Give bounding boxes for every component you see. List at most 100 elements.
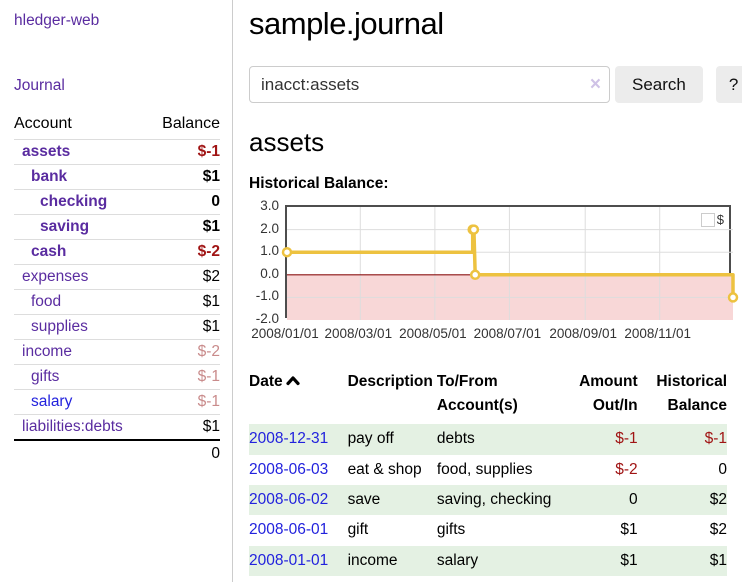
transaction-amount: $-2	[615, 460, 638, 478]
register-table: Date Description To/From Account(s) Amou…	[249, 366, 727, 577]
x-tick-label: 2008/03/01	[324, 326, 393, 341]
transaction-accounts: debts	[436, 430, 475, 448]
account-link-checking[interactable]: checking	[40, 193, 108, 210]
transaction-date-link[interactable]: 2008-01-01	[249, 551, 329, 569]
account-link-saving[interactable]: saving	[40, 218, 90, 235]
account-link-cash[interactable]: cash	[31, 243, 67, 260]
y-tick-label: 1.0	[260, 243, 279, 259]
account-balance: $1	[148, 414, 220, 440]
account-balance: $-1	[148, 389, 220, 415]
clear-search-icon[interactable]: ×	[589, 74, 601, 95]
transaction-row[interactable]: 2008-01-01 income salary $1 $1	[249, 545, 727, 577]
y-tick-label: -1.0	[255, 288, 279, 304]
transaction-date-link[interactable]: 2008-12-31	[249, 430, 329, 448]
column-header-amount: Amount Out/In	[579, 373, 638, 415]
account-balance: $-1	[148, 364, 220, 390]
transaction-balance: $-1	[704, 430, 727, 448]
account-row: assets $-1	[14, 139, 220, 165]
accounts-total-row: 0	[14, 439, 220, 466]
sort-ascending-icon	[286, 370, 300, 394]
account-row: cash $-2	[14, 239, 220, 265]
account-balance: $1	[148, 314, 220, 340]
data-point-markers	[281, 224, 739, 303]
accounts-table: Account Balance assets $-1 bank $1 check…	[14, 112, 220, 466]
account-balance: $-2	[148, 339, 220, 365]
x-tick-label: 2008/05/01	[399, 326, 467, 341]
chart-legend: $	[699, 211, 725, 228]
account-row: food $1	[14, 289, 220, 315]
y-tick-label: 0.0	[260, 265, 279, 281]
transaction-date-link[interactable]: 2008-06-02	[249, 490, 329, 508]
search-input[interactable]	[249, 66, 610, 103]
account-link-salary[interactable]: salary	[31, 393, 73, 410]
transaction-row[interactable]: 2008-06-01 gift gifts $1 $2	[249, 515, 727, 545]
account-row: liabilities:debts $1	[14, 414, 220, 440]
accounts-header-balance: Balance	[162, 115, 220, 132]
chart-title: Historical Balance:	[249, 175, 389, 192]
transaction-description: eat & shop	[347, 460, 422, 478]
transaction-balance: $2	[709, 490, 727, 508]
transaction-accounts: saving, checking	[436, 490, 552, 508]
column-header-tofrom: To/From Account(s)	[436, 373, 518, 415]
account-link-liabilities-debts[interactable]: liabilities:debts	[22, 418, 123, 435]
app-title-link[interactable]: hledger-web	[14, 12, 100, 29]
accounts-header-account: Account	[14, 115, 72, 132]
transaction-row[interactable]: 2008-06-02 save saving, checking 0 $2	[249, 484, 727, 516]
account-link-expenses[interactable]: expenses	[22, 268, 89, 285]
account-link-bank[interactable]: bank	[31, 168, 68, 185]
y-tick-label: 2.0	[260, 220, 279, 236]
date-header-label: Date	[249, 373, 283, 390]
search-button[interactable]: Search	[615, 66, 703, 103]
transaction-description: pay off	[347, 430, 394, 448]
transaction-description: gift	[347, 521, 369, 539]
transaction-date-link[interactable]: 2008-06-03	[249, 460, 329, 478]
transaction-description: income	[347, 551, 398, 569]
main-content: sample.journal × Search ? assets Histori…	[233, 0, 742, 582]
account-row: salary $-1	[14, 389, 220, 415]
transaction-balance: 0	[718, 460, 727, 478]
account-link-gifts[interactable]: gifts	[31, 368, 60, 385]
account-row: checking 0	[14, 189, 220, 215]
account-link-income[interactable]: income	[22, 343, 72, 360]
account-link-supplies[interactable]: supplies	[31, 318, 88, 335]
account-balance: $-1	[148, 139, 220, 165]
transaction-balance: $2	[709, 521, 727, 539]
chart-canvas	[281, 207, 739, 320]
transaction-accounts: gifts	[436, 521, 466, 539]
account-balance: 0	[148, 189, 220, 215]
column-header-date[interactable]: Date	[249, 366, 348, 424]
transaction-date-link[interactable]: 2008-06-01	[249, 521, 329, 539]
account-balance: $-2	[148, 239, 220, 265]
account-link-food[interactable]: food	[31, 293, 62, 310]
x-tick-label: 2008/01/01	[251, 326, 319, 341]
account-link-assets[interactable]: assets	[22, 143, 71, 160]
account-row: income $-2	[14, 339, 220, 365]
chart-plot-area[interactable]: $	[281, 205, 739, 320]
accounts-total: 0	[148, 439, 220, 466]
sidebar-item-journal[interactable]: Journal	[14, 77, 65, 94]
x-tick-label: 2008/11/01	[624, 326, 691, 341]
help-button[interactable]: ?	[715, 66, 742, 103]
account-row: gifts $-1	[14, 364, 220, 390]
account-balance: $2	[148, 264, 220, 290]
account-balance: $1	[148, 214, 220, 240]
transaction-amount: $1	[620, 551, 638, 569]
account-row: expenses $2	[14, 264, 220, 290]
y-tick-label: 3.0	[260, 198, 279, 213]
transaction-accounts: food, supplies	[436, 460, 533, 478]
account-row: supplies $1	[14, 314, 220, 340]
transaction-amount: $-1	[615, 430, 638, 448]
transaction-row[interactable]: 2008-06-03 eat & shop food, supplies $-2…	[249, 455, 727, 485]
x-tick-label: 2008/07/01	[473, 326, 542, 341]
account-balance: $1	[148, 164, 220, 190]
account-row: saving $1	[14, 214, 220, 240]
transaction-row[interactable]: 2008-12-31 pay off debts $-1 $-1	[249, 424, 727, 455]
legend-swatch	[700, 212, 715, 227]
column-header-description: Description	[347, 373, 433, 390]
x-tick-label: 2008/09/01	[549, 326, 617, 341]
transaction-description: save	[347, 490, 381, 508]
legend-label: $	[716, 212, 724, 227]
search-form: × Search ?	[249, 66, 742, 103]
y-tick-label: -2.0	[255, 311, 279, 326]
